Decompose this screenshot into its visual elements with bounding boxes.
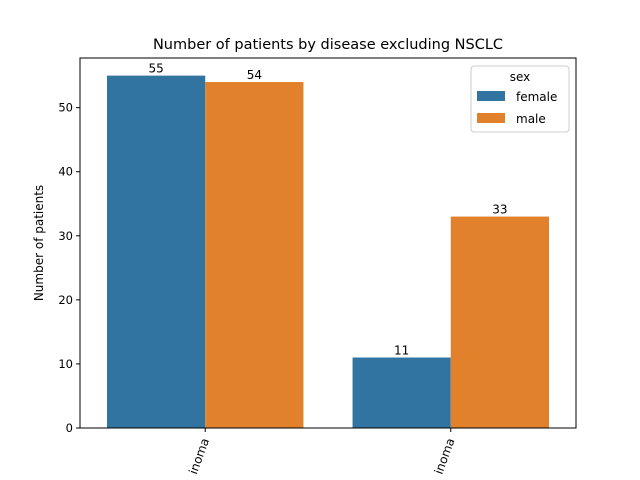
x-tick-label: inoma bbox=[432, 436, 458, 476]
y-tick-label: 0 bbox=[66, 421, 73, 435]
plot-area: 0 10 20 30 40 50 55 54 inoma 11 33 inoma bbox=[58, 62, 549, 476]
legend-title: sex bbox=[510, 70, 531, 84]
chart-title: Number of patients by disease excluding … bbox=[153, 37, 503, 53]
y-tick-label: 20 bbox=[58, 293, 73, 307]
legend-label-female: female bbox=[516, 90, 557, 104]
y-tick-label: 30 bbox=[58, 229, 73, 243]
y-tick-label: 10 bbox=[58, 357, 73, 371]
bar-female bbox=[352, 357, 451, 428]
legend-swatch-male bbox=[477, 113, 505, 123]
data-label: 11 bbox=[394, 344, 409, 358]
data-label: 54 bbox=[247, 68, 262, 82]
x-tick-label: inoma bbox=[186, 436, 212, 476]
plot-frame bbox=[79, 57, 577, 429]
legend-label-male: male bbox=[516, 112, 546, 126]
legend: sex female male bbox=[470, 65, 570, 133]
data-label: 33 bbox=[492, 203, 507, 217]
y-axis-label: Number of patients bbox=[32, 185, 46, 301]
y-tick-label: 40 bbox=[58, 165, 73, 179]
legend-swatch-female bbox=[477, 91, 505, 101]
y-tick-label: 50 bbox=[58, 101, 73, 115]
bar-female bbox=[107, 75, 206, 428]
bar-male bbox=[450, 216, 549, 428]
bar-male bbox=[205, 82, 304, 428]
data-label: 55 bbox=[148, 62, 163, 76]
